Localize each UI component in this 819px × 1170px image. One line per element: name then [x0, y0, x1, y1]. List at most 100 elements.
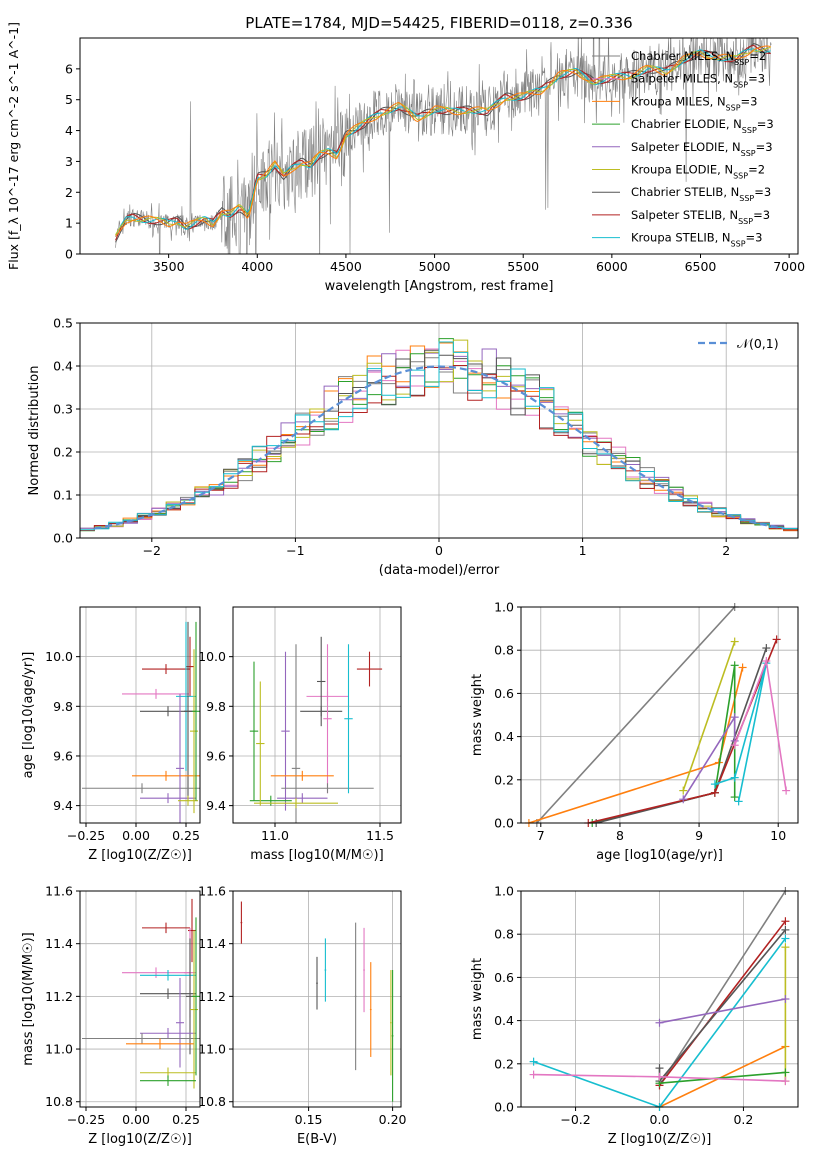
y-tick-label: 5 — [65, 92, 73, 107]
x-tick-label: 10 — [770, 828, 786, 843]
y-tick-label: 3 — [65, 154, 73, 169]
x-tick-label: −1 — [286, 543, 304, 558]
weight-line — [658, 920, 787, 1086]
y-tick-label: 9.4 — [206, 798, 226, 813]
spectrum-model-line — [115, 48, 771, 237]
y-axis-label: Flux [f_λ 10^-17 erg cm^-2 s^-1 A^-1] — [6, 22, 21, 270]
y-axis-label: Normed distribution — [27, 366, 42, 496]
x-tick-label: −0.2 — [560, 1112, 590, 1127]
axes-frame — [79, 37, 799, 255]
y-tick-label: 9.8 — [206, 699, 226, 714]
x-tick-label: 9 — [695, 828, 703, 843]
y-tick-label: 0.5 — [53, 316, 73, 331]
y-tick-label: 0.2 — [53, 445, 73, 460]
x-tick-label: 0.20 — [379, 1112, 407, 1127]
y-tick-label: 0.8 — [494, 643, 514, 658]
x-tick-label: 7000 — [773, 259, 805, 274]
y-axis-label: age [log10(age/yr)] — [21, 652, 36, 779]
x-axis-label: E(B-V) — [297, 1132, 337, 1147]
y-tick-label: 0.6 — [494, 970, 514, 985]
weight-line — [659, 1045, 786, 1107]
spectrum-model-line — [115, 45, 771, 237]
y-tick-label: 0.0 — [494, 816, 514, 831]
y-tick-label: 0.0 — [53, 531, 73, 546]
legend-entry: Kroupa ELODIE, NSSP=2 — [631, 163, 765, 181]
weight-line — [533, 938, 787, 1107]
legend-entry: Salpeter STELIB, NSSP=3 — [631, 208, 770, 226]
y-tick-label: 4 — [65, 123, 73, 138]
y-tick-label: 0.2 — [494, 1056, 514, 1071]
legend-entry: 𝒩(0,1) — [737, 336, 779, 351]
x-axis-label: mass [log10(M/M☉)] — [250, 848, 383, 863]
x-tick-label: −0.25 — [67, 828, 105, 843]
y-tick-label: 10.8 — [45, 1094, 73, 1109]
y-tick-label: 1.0 — [494, 884, 514, 899]
x-tick-label: 0.00 — [122, 828, 150, 843]
weight-line — [592, 665, 736, 823]
age_vs_Z-axes: −0.25 0.00 0.25 9.4 9.6 9.8 10.0 Z [log10(Z/Z☉)… — [21, 606, 201, 863]
y-tick-label: 0.1 — [53, 488, 73, 503]
spectrum-axes: 3500 4000 4500 5000 5500 6000 6500 7000 0 1 2 3 4 5 6 w… — [6, 22, 805, 294]
axes-frame — [232, 606, 402, 824]
weight-line — [682, 641, 736, 791]
weight-line — [659, 998, 786, 1024]
y-tick-label: 0.3 — [53, 402, 73, 417]
mass_vs_Z-axes: −0.25 0.00 0.25 10.8 11.0 11.2 11.4 11.6 Z [log1… — [21, 884, 201, 1147]
x-tick-label: 11.0 — [261, 828, 289, 843]
x-tick-label: 0 — [435, 543, 443, 558]
axes-frame — [232, 890, 402, 1108]
y-tick-label: 10.0 — [198, 649, 226, 664]
y-axis-label: mass weight — [470, 674, 485, 756]
weight_vs_Z-axes: −0.2 0.0 0.2 0.0 0.2 0.4 0.6 0.8 1.0 Z [log10(Z/Z… — [470, 884, 799, 1147]
axes-frame — [520, 890, 799, 1108]
axes-frame — [520, 606, 799, 824]
spectrum-data-line — [115, 38, 772, 254]
x-tick-label: −2 — [143, 543, 161, 558]
y-tick-label: 9.6 — [53, 748, 73, 763]
legend-entry: Chabrier MILES, NSSP=2 — [631, 49, 766, 67]
x-tick-label: 0.00 — [122, 1112, 150, 1127]
x-tick-label: 4500 — [330, 259, 362, 274]
legend-entry: Kroupa MILES, NSSP=3 — [631, 94, 757, 112]
y-tick-label: 0.2 — [494, 772, 514, 787]
x-tick-label: 0.0 — [650, 1112, 670, 1127]
x-tick-label: 5500 — [507, 259, 539, 274]
y-tick-label: 9.6 — [206, 748, 226, 763]
residuals-axes: −2 −1 0 1 2 0.0 0.1 0.2 0.3 0.4 0.5 (data-model)/er… — [27, 316, 799, 578]
x-tick-label: 11.5 — [366, 828, 394, 843]
weight-line — [658, 929, 787, 1084]
x-tick-label: 4000 — [241, 259, 273, 274]
figure-title: PLATE=1784, MJD=54425, FIBERID=0118, z=0… — [245, 14, 632, 32]
x-tick-label: 0.2 — [733, 1112, 753, 1127]
y-tick-label: 11.2 — [198, 989, 226, 1004]
legend-entry: Chabrier STELIB, NSSP=3 — [631, 185, 771, 203]
weight_vs_age-axes: 7 8 9 10 0.0 0.2 0.4 0.6 0.8 1.0 age [log10(age/yr… — [470, 600, 799, 863]
y-tick-label: 0.4 — [494, 1013, 514, 1028]
y-tick-label: 1 — [65, 216, 73, 231]
x-axis-label: wavelength [Angstrom, rest frame] — [325, 279, 554, 294]
y-tick-label: 0.4 — [53, 359, 73, 374]
weight-line — [659, 1071, 786, 1084]
y-axis-label: mass weight — [470, 958, 485, 1040]
x-tick-label: 8 — [616, 828, 624, 843]
y-tick-label: 9.4 — [53, 798, 73, 813]
residual-histogram — [80, 341, 798, 538]
weight-line — [528, 667, 744, 823]
legend-entry: Salpeter ELODIE, NSSP=3 — [631, 140, 773, 158]
normal-curve — [94, 365, 784, 530]
y-tick-label: 1.0 — [494, 600, 514, 615]
y-tick-label: 11.4 — [198, 936, 226, 951]
x-tick-label: −0.25 — [67, 1112, 105, 1127]
y-tick-label: 2 — [65, 185, 73, 200]
axes-frame — [79, 606, 201, 824]
x-tick-label: 0.25 — [172, 828, 200, 843]
weight-line — [658, 891, 787, 1086]
weight-line — [714, 662, 768, 802]
y-tick-label: 10.0 — [45, 649, 73, 664]
x-tick-label: 0.25 — [172, 1112, 200, 1127]
y-tick-label: 11.2 — [45, 989, 73, 1004]
x-tick-label: 2 — [722, 543, 730, 558]
y-tick-label: 6 — [65, 61, 73, 76]
y-tick-label: 0.8 — [494, 927, 514, 942]
